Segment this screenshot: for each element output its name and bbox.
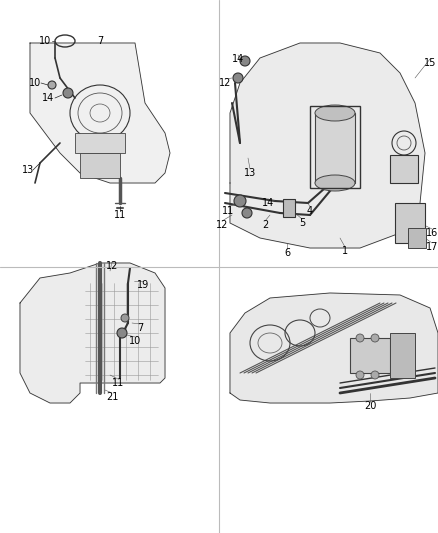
Text: 12: 12 bbox=[106, 261, 118, 271]
Ellipse shape bbox=[234, 195, 246, 207]
Bar bbox=[75, 133, 125, 153]
Ellipse shape bbox=[242, 208, 252, 218]
Ellipse shape bbox=[356, 371, 364, 379]
Text: 2: 2 bbox=[262, 220, 268, 230]
Bar bbox=[350, 338, 390, 373]
Text: 13: 13 bbox=[244, 168, 256, 178]
Text: 11: 11 bbox=[222, 206, 234, 216]
Bar bbox=[390, 333, 415, 378]
Text: 15: 15 bbox=[424, 58, 436, 68]
Bar bbox=[315, 113, 355, 183]
Ellipse shape bbox=[63, 88, 73, 98]
Text: 5: 5 bbox=[299, 218, 305, 228]
Text: 10: 10 bbox=[39, 36, 51, 46]
Text: 14: 14 bbox=[232, 54, 244, 64]
Text: 14: 14 bbox=[42, 93, 54, 103]
Text: 19: 19 bbox=[137, 280, 149, 290]
Ellipse shape bbox=[356, 334, 364, 342]
Bar bbox=[310, 106, 360, 188]
Text: 21: 21 bbox=[106, 392, 118, 402]
Text: 7: 7 bbox=[97, 36, 103, 46]
Text: 4: 4 bbox=[307, 206, 313, 216]
Text: 14: 14 bbox=[262, 198, 274, 208]
Text: 7: 7 bbox=[137, 323, 143, 333]
Bar bbox=[283, 199, 295, 217]
Text: 17: 17 bbox=[426, 242, 438, 252]
Ellipse shape bbox=[240, 56, 250, 66]
Ellipse shape bbox=[121, 314, 129, 322]
Ellipse shape bbox=[371, 371, 379, 379]
Text: 12: 12 bbox=[219, 78, 231, 88]
Polygon shape bbox=[30, 43, 170, 183]
Bar bbox=[390, 155, 418, 183]
Text: 16: 16 bbox=[426, 228, 438, 238]
Ellipse shape bbox=[315, 175, 355, 191]
Ellipse shape bbox=[48, 81, 56, 89]
Ellipse shape bbox=[371, 334, 379, 342]
Polygon shape bbox=[230, 43, 425, 248]
Text: 6: 6 bbox=[284, 248, 290, 258]
Text: 20: 20 bbox=[364, 401, 376, 411]
Text: 10: 10 bbox=[129, 336, 141, 346]
Text: 13: 13 bbox=[22, 165, 34, 175]
Bar bbox=[395, 203, 425, 243]
Ellipse shape bbox=[315, 105, 355, 121]
Ellipse shape bbox=[117, 328, 127, 338]
Bar bbox=[408, 228, 426, 248]
Ellipse shape bbox=[233, 73, 243, 83]
Polygon shape bbox=[230, 293, 438, 403]
Polygon shape bbox=[20, 263, 165, 403]
Text: 10: 10 bbox=[29, 78, 41, 88]
Bar bbox=[80, 153, 120, 178]
Text: 11: 11 bbox=[114, 210, 126, 220]
Text: 1: 1 bbox=[342, 246, 348, 256]
Text: 12: 12 bbox=[216, 220, 228, 230]
Text: 11: 11 bbox=[112, 378, 124, 388]
